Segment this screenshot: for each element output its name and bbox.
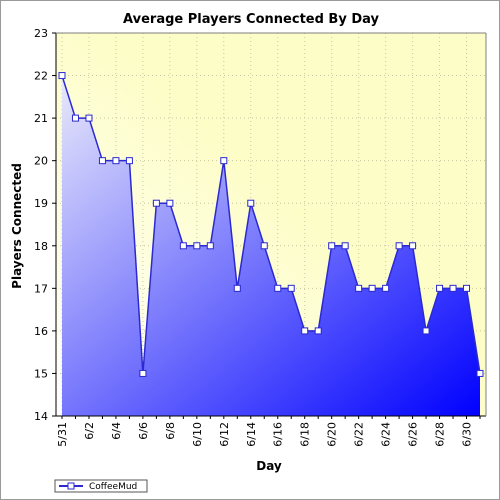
x-tick-label: 6/2 bbox=[83, 422, 96, 440]
x-axis-label: Day bbox=[256, 459, 282, 473]
data-point bbox=[274, 284, 282, 292]
legend-marker bbox=[67, 482, 75, 490]
legend: CoffeeMud bbox=[54, 479, 148, 493]
x-tick-label: 6/26 bbox=[407, 422, 420, 447]
chart-title: Average Players Connected By Day bbox=[123, 12, 379, 27]
x-tick-label: 6/30 bbox=[461, 422, 474, 447]
data-point bbox=[193, 242, 201, 250]
data-point bbox=[179, 242, 187, 250]
series-points bbox=[58, 72, 484, 377]
y-axis-label: Players Connected bbox=[10, 163, 24, 289]
y-ticks: 14 15 16 17 18 19 20 21 22 23 bbox=[34, 27, 56, 423]
data-point bbox=[152, 199, 160, 207]
data-point bbox=[85, 114, 93, 122]
series-area bbox=[62, 75, 480, 416]
data-point bbox=[125, 157, 133, 165]
data-point bbox=[220, 157, 228, 165]
data-point bbox=[314, 327, 322, 335]
data-point bbox=[233, 284, 241, 292]
x-tick-label: 6/8 bbox=[164, 422, 177, 440]
data-point bbox=[422, 327, 430, 335]
data-point bbox=[436, 284, 444, 292]
y-tick-label: 18 bbox=[34, 240, 48, 253]
y-tick-label: 17 bbox=[34, 282, 48, 295]
y-tick-label: 16 bbox=[34, 325, 48, 338]
x-tick-label: 6/28 bbox=[434, 422, 447, 447]
x-tick-label: 6/16 bbox=[272, 422, 285, 447]
y-tick-label: 14 bbox=[34, 410, 48, 423]
data-point bbox=[139, 369, 147, 377]
x-tick-label: 6/10 bbox=[191, 422, 204, 447]
data-point bbox=[476, 369, 484, 377]
y-tick-label: 15 bbox=[34, 367, 48, 380]
legend-label: CoffeeMud bbox=[89, 482, 137, 492]
data-point bbox=[395, 242, 403, 250]
data-point bbox=[449, 284, 457, 292]
legend-box bbox=[54, 479, 148, 493]
data-point bbox=[71, 114, 79, 122]
data-point bbox=[98, 157, 106, 165]
data-point bbox=[112, 157, 120, 165]
y-tick-label: 19 bbox=[34, 197, 48, 210]
x-tick-label: 6/18 bbox=[299, 422, 312, 447]
data-point bbox=[328, 242, 336, 250]
x-tick-label: 5/31 bbox=[56, 422, 69, 447]
data-point bbox=[409, 242, 417, 250]
data-point bbox=[58, 72, 66, 80]
data-point bbox=[463, 284, 471, 292]
x-tick-label: 6/14 bbox=[245, 422, 258, 447]
y-tick-label: 22 bbox=[34, 70, 48, 83]
x-tick-label: 6/4 bbox=[110, 422, 123, 440]
y-tick-label: 23 bbox=[34, 27, 48, 40]
axes bbox=[55, 32, 487, 417]
y-tick-label: 20 bbox=[34, 155, 48, 168]
data-point bbox=[166, 199, 174, 207]
data-point bbox=[287, 284, 295, 292]
x-tick-label: 6/22 bbox=[353, 422, 366, 447]
data-point bbox=[260, 242, 268, 250]
data-point bbox=[355, 284, 363, 292]
data-point bbox=[247, 199, 255, 207]
data-point bbox=[382, 284, 390, 292]
x-tick-label: 6/12 bbox=[218, 422, 231, 447]
x-ticks: 5/31 6/2 6/4 6/6 6/8 6/10 6/12 6/14 6/16 6/18 6/20… bbox=[56, 416, 481, 447]
x-tick-label: 6/20 bbox=[326, 422, 339, 447]
x-tick-label: 6/6 bbox=[137, 422, 150, 440]
y-tick-label: 21 bbox=[34, 112, 48, 125]
data-point bbox=[368, 284, 376, 292]
data-point bbox=[206, 242, 214, 250]
data-point bbox=[301, 327, 309, 335]
data-point bbox=[341, 242, 349, 250]
x-tick-label: 6/24 bbox=[380, 422, 393, 447]
